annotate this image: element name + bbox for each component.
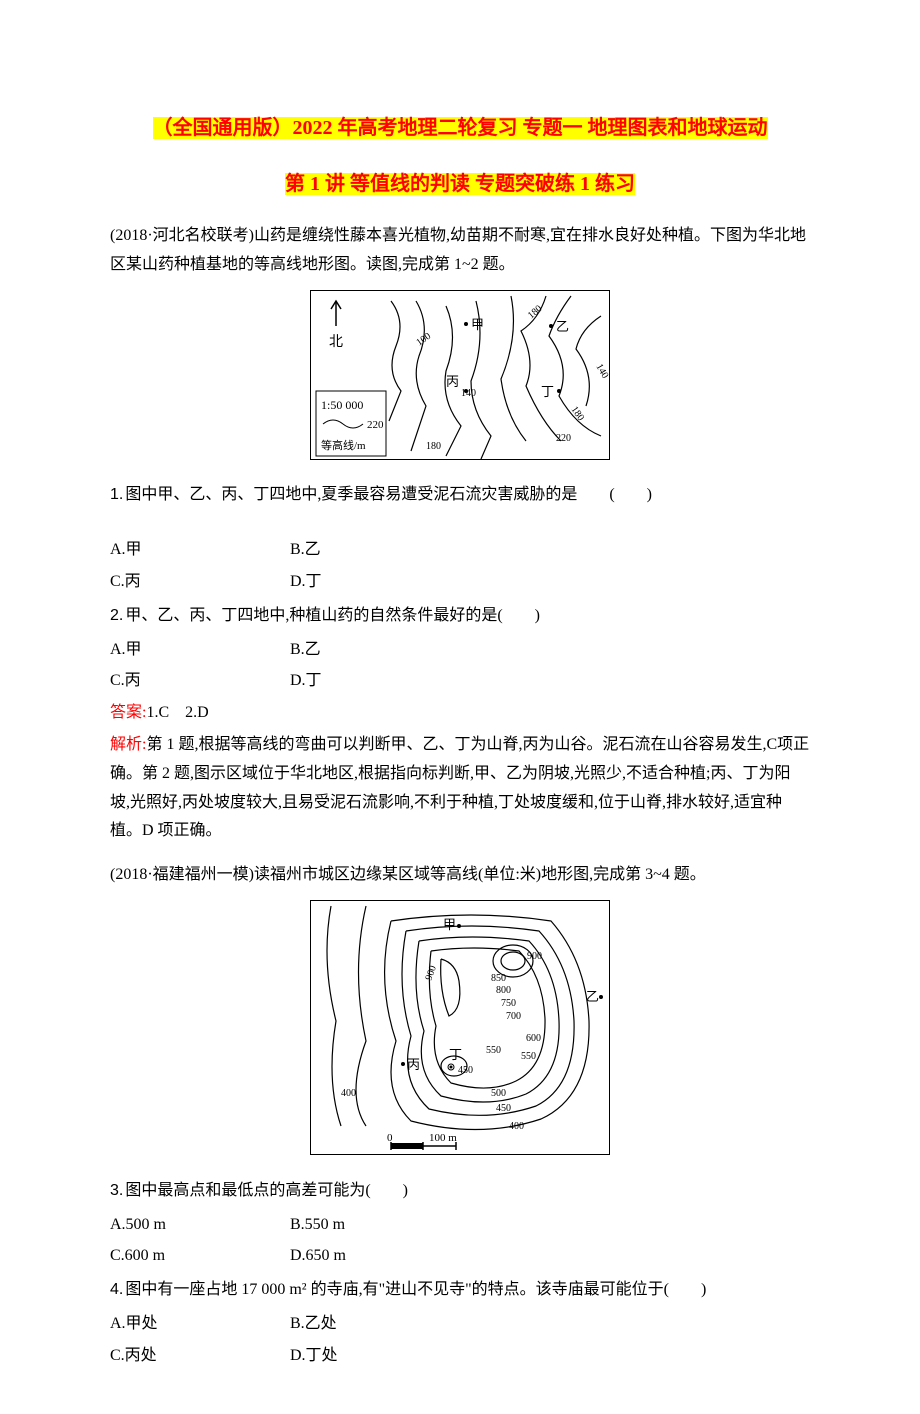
q1-text: 图中甲、乙、丙、丁四地中,夏季最容易遭受泥石流灾害威胁的是 ( ) xyxy=(125,486,652,503)
svg-text:900: 900 xyxy=(423,964,438,982)
q3-options-row2: C.600 m D.650 m xyxy=(110,1242,810,1271)
svg-text:700: 700 xyxy=(506,1011,521,1022)
q2-options-row2: C.丙 D.丁 xyxy=(110,667,810,696)
svg-text:等高线/m: 等高线/m xyxy=(321,438,366,452)
q1-options-row2: C.丙 D.丁 xyxy=(110,568,810,597)
question-1: 1.图中甲、乙、丙、丁四地中,夏季最容易遭受泥石流灾害威胁的是 ( ) xyxy=(110,481,810,510)
svg-text:750: 750 xyxy=(501,998,516,1009)
svg-text:甲: 甲 xyxy=(443,917,456,932)
explanation-1: 解析:第 1 题,根据等高线的弯曲可以判断甲、乙、丁为山脊,丙为山谷。泥石流在山… xyxy=(110,731,810,846)
figure-1-container: 北 1:50 000 220 等高线/m 100 140 140 180 180… xyxy=(110,290,810,472)
svg-text:500: 500 xyxy=(491,1088,506,1099)
q3-opt-b: B.550 m xyxy=(290,1211,810,1240)
q1-opt-c: C.丙 xyxy=(110,568,290,597)
q3-options-row1: A.500 m B.550 m xyxy=(110,1211,810,1240)
svg-text:丁: 丁 xyxy=(449,1047,462,1062)
svg-text:850: 850 xyxy=(491,973,506,984)
svg-text:1:50 000: 1:50 000 xyxy=(321,398,363,412)
q4-opt-c: C.丙处 xyxy=(110,1342,290,1371)
exp-1-text: 第 1 题,根据等高线的弯曲可以判断甲、乙、丁为山脊,丙为山谷。泥石流在山谷容易… xyxy=(110,736,809,839)
svg-text:180: 180 xyxy=(426,441,441,452)
svg-text:400: 400 xyxy=(341,1088,356,1099)
svg-text:丁: 丁 xyxy=(541,384,554,399)
q4-opt-b: B.乙处 xyxy=(290,1310,810,1339)
question-3: 3.图中最高点和最低点的高差可能为( ) xyxy=(110,1177,810,1206)
svg-text:600: 600 xyxy=(526,1033,541,1044)
q1-num: 1. xyxy=(110,486,123,503)
q2-opt-d: D.丁 xyxy=(290,667,810,696)
svg-text:100 m: 100 m xyxy=(429,1132,457,1144)
q2-text: 甲、乙、丙、丁四地中,种植山药的自然条件最好的是( ) xyxy=(125,607,540,624)
svg-text:800: 800 xyxy=(496,985,511,996)
exp-1-label: 解析: xyxy=(110,736,146,753)
svg-text:220: 220 xyxy=(556,433,571,444)
q2-opt-a: A.甲 xyxy=(110,636,290,665)
svg-text:550: 550 xyxy=(521,1051,536,1062)
q1-opt-a: A.甲 xyxy=(110,536,290,565)
sub-title: 第 1 讲 等值线的判读 专题突破练 1 练习 xyxy=(285,173,635,195)
intro-2: (2018·福建福州一模)读福州市城区边缘某区域等高线(单位:米)地形图,完成第… xyxy=(110,861,810,890)
svg-text:丙: 丙 xyxy=(446,374,459,389)
svg-text:0: 0 xyxy=(387,1132,393,1144)
figure-2-container: 甲 乙 丙 丁 450 400 400 450 500 550 550 600 … xyxy=(110,900,810,1167)
q4-options-row1: A.甲处 B.乙处 xyxy=(110,1310,810,1339)
q3-num: 3. xyxy=(110,1182,123,1199)
figure-2: 甲 乙 丙 丁 450 400 400 450 500 550 550 600 … xyxy=(310,900,610,1155)
svg-text:140: 140 xyxy=(593,362,610,380)
question-2: 2.甲、乙、丙、丁四地中,种植山药的自然条件最好的是( ) xyxy=(110,602,810,631)
main-title: （全国通用版）2022 年高考地理二轮复习 专题一 地理图表和地球运动 xyxy=(153,117,768,139)
svg-text:450: 450 xyxy=(496,1103,511,1114)
svg-text:220: 220 xyxy=(367,419,384,431)
q2-options-row1: A.甲 B.乙 xyxy=(110,636,810,665)
question-4: 4.图中有一座占地 17 000 m² 的寺庙,有"进山不见寺"的特点。该寺庙最… xyxy=(110,1276,810,1305)
svg-text:乙: 乙 xyxy=(556,319,569,334)
q3-opt-a: A.500 m xyxy=(110,1211,290,1240)
svg-text:北: 北 xyxy=(329,334,343,350)
q2-opt-b: B.乙 xyxy=(290,636,810,665)
svg-text:甲: 甲 xyxy=(471,317,484,332)
svg-text:180: 180 xyxy=(569,404,587,423)
answer-1-text: 1.C 2.D xyxy=(146,704,208,721)
figure-1: 北 1:50 000 220 等高线/m 100 140 140 180 180… xyxy=(310,290,610,460)
q1-opt-b: B.乙 xyxy=(290,536,810,565)
svg-text:450: 450 xyxy=(458,1065,473,1076)
svg-text:丙: 丙 xyxy=(407,1057,420,1072)
q4-text: 图中有一座占地 17 000 m² 的寺庙,有"进山不见寺"的特点。该寺庙最可能… xyxy=(125,1281,706,1298)
svg-text:100: 100 xyxy=(414,330,433,348)
q2-opt-c: C.丙 xyxy=(110,667,290,696)
q4-opt-a: A.甲处 xyxy=(110,1310,290,1339)
q4-options-row2: C.丙处 D.丁处 xyxy=(110,1342,810,1371)
q2-num: 2. xyxy=(110,607,123,624)
q3-opt-c: C.600 m xyxy=(110,1242,290,1271)
answer-1-label: 答案: xyxy=(110,704,146,721)
q4-num: 4. xyxy=(110,1281,123,1298)
q4-opt-d: D.丁处 xyxy=(290,1342,810,1371)
svg-text:乙: 乙 xyxy=(586,989,599,1004)
svg-text:900: 900 xyxy=(527,951,542,962)
q3-text: 图中最高点和最低点的高差可能为( ) xyxy=(125,1182,408,1199)
svg-text:140: 140 xyxy=(461,388,476,399)
svg-text:400: 400 xyxy=(509,1121,524,1132)
q3-opt-d: D.650 m xyxy=(290,1242,810,1271)
svg-text:550: 550 xyxy=(486,1045,501,1056)
q1-opt-d: D.丁 xyxy=(290,568,810,597)
q1-options-row1: A.甲 B.乙 xyxy=(110,536,810,565)
answer-1: 答案:1.C 2.D xyxy=(110,699,810,728)
intro-1: (2018·河北名校联考)山药是缠绕性藤本喜光植物,幼苗期不耐寒,宜在排水良好处… xyxy=(110,222,810,280)
